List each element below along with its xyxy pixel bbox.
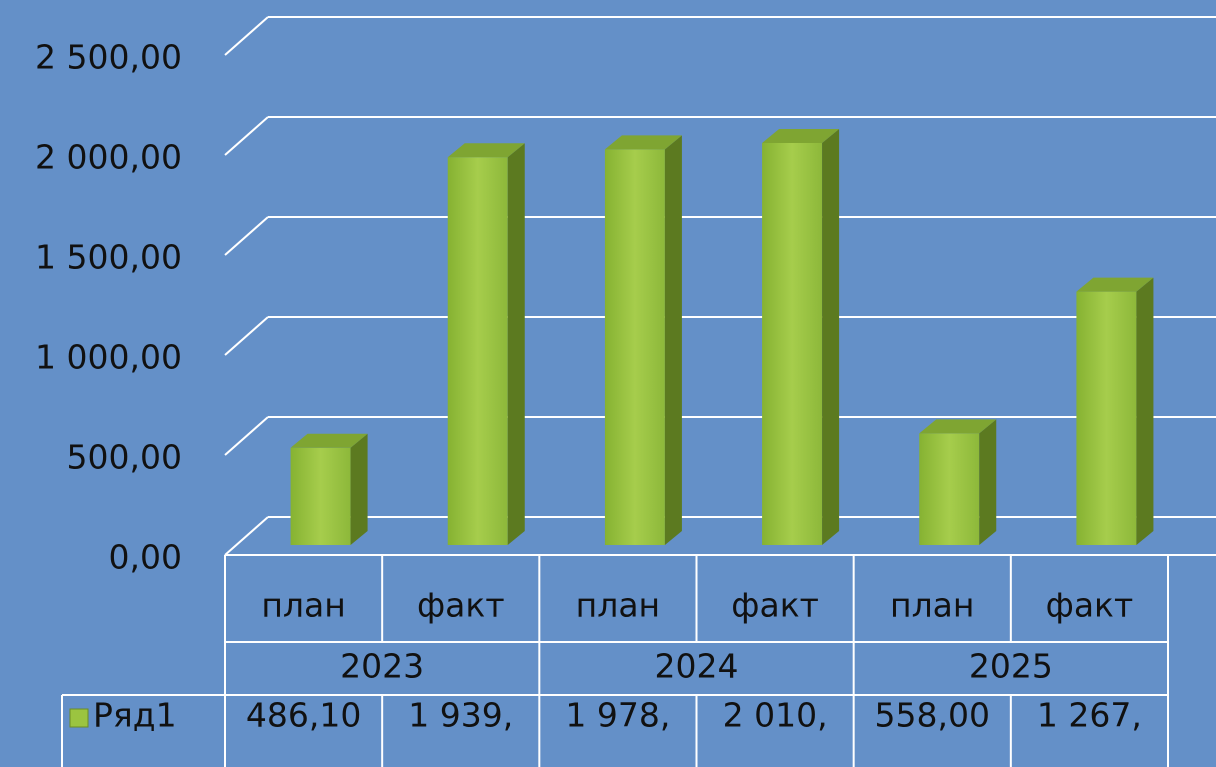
y-tick-label: 500,00 (67, 438, 182, 477)
data-table-value: 1 978, (565, 696, 670, 735)
grid-line (224, 16, 269, 56)
x-tick-label: план (576, 586, 660, 625)
grid-line (224, 316, 269, 356)
x-tick-label: факт (731, 586, 819, 625)
bar-top (290, 433, 368, 448)
bar-side (1136, 277, 1154, 545)
y-tick-label: 2 000,00 (35, 138, 182, 177)
bar-top (447, 143, 525, 158)
bar (447, 157, 508, 545)
data-table-value: 486,10 (246, 696, 361, 735)
legend-label: Ряд1 (93, 696, 177, 735)
data-table-value: 558,00 (875, 696, 990, 735)
bar (604, 149, 665, 545)
data-table-value: 2 010, (723, 696, 828, 735)
bar-side (507, 143, 525, 545)
group-label: 2025 (969, 647, 1053, 686)
data-table-value: 1 939, (408, 696, 513, 735)
x-tick-label: план (261, 586, 345, 625)
group-label: 2023 (340, 647, 424, 686)
bar (290, 447, 351, 545)
bar-side (979, 419, 997, 545)
data-table-value: 1 267, (1037, 696, 1142, 735)
x-tick-label: план (890, 586, 974, 625)
bar (1076, 291, 1137, 545)
bar (762, 143, 823, 545)
bar-top (604, 135, 682, 150)
y-tick-label: 1 500,00 (35, 238, 182, 277)
bar-top (762, 129, 840, 143)
y-tick-label: 1 000,00 (35, 338, 182, 377)
y-tick-label: 2 500,00 (35, 38, 182, 77)
bar (919, 433, 980, 545)
group-label: 2024 (655, 647, 739, 686)
bar-top (1076, 277, 1154, 292)
grid-line (224, 416, 269, 456)
grid-line (224, 116, 269, 156)
bar-side (350, 433, 368, 545)
bar-side (822, 129, 840, 545)
bar-top (919, 419, 997, 434)
x-tick-label: факт (1046, 586, 1134, 625)
legend-marker (69, 708, 89, 728)
y-tick-label: 0,00 (109, 538, 182, 577)
bar-side (664, 135, 682, 545)
x-tick-label: факт (417, 586, 505, 625)
grid-line (224, 216, 269, 256)
grid-line (224, 516, 269, 556)
